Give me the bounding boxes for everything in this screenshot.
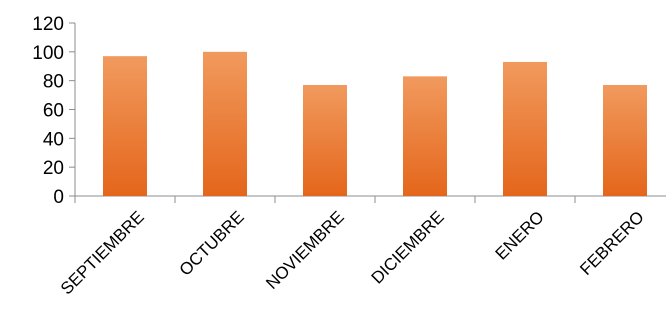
y-axis: 0 20 40 60 80 100 120	[32, 14, 76, 208]
y-tick-label: 0	[53, 187, 64, 208]
x-category-label: OCTUBRE	[176, 207, 248, 279]
x-category-label: NOVIEMBRE	[262, 207, 348, 293]
y-tick-label: 20	[43, 158, 64, 179]
x-category-label: SEPTIEMBRE	[57, 207, 148, 298]
bar-diciembre	[403, 76, 447, 196]
x-category-label: FEBRERO	[576, 207, 648, 279]
y-tick-label: 60	[43, 101, 64, 122]
bar-series	[103, 51, 647, 197]
x-category-label: ENERO	[492, 207, 548, 263]
bar-septiembre	[103, 56, 147, 197]
bar-enero	[503, 61, 547, 196]
bar-febrero	[603, 84, 647, 196]
x-category-label: DICIEMBRE	[368, 207, 448, 287]
y-tick-label: 120	[32, 14, 64, 35]
y-tick-label: 100	[32, 43, 64, 64]
y-tick-label: 40	[43, 129, 64, 150]
y-tick-label: 80	[43, 72, 64, 93]
bar-octubre	[203, 51, 247, 197]
x-axis: SEPTIEMBRE OCTUBRE NOVIEMBRE DICIEMBRE ENERO…	[57, 195, 666, 298]
bar-noviembre	[303, 84, 347, 196]
